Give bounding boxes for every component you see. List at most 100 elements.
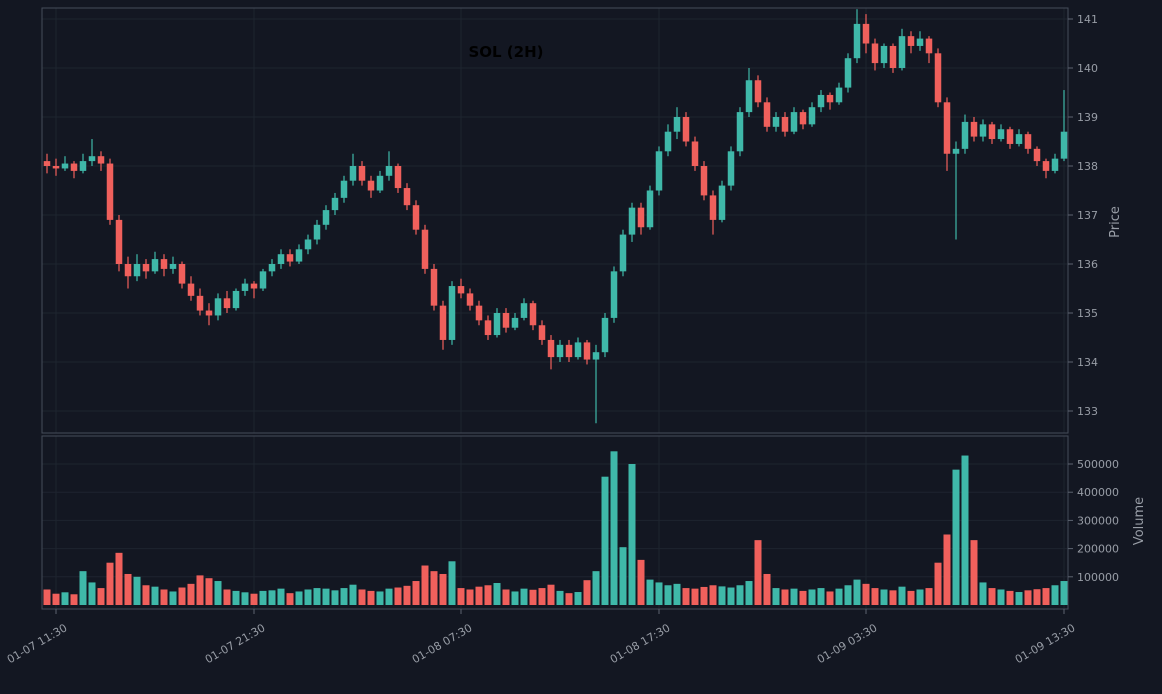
volume-bar	[601, 476, 609, 605]
candle-body	[619, 234, 627, 272]
volume-bar	[88, 582, 96, 605]
volume-bar	[430, 571, 438, 605]
candle-body	[250, 283, 258, 289]
volume-bar	[790, 588, 798, 605]
price-tick-label: 140	[1077, 62, 1098, 75]
candle-body	[115, 219, 123, 264]
volume-bar	[583, 580, 591, 605]
volume-bar	[142, 585, 150, 605]
candle-body	[1024, 134, 1032, 149]
volume-bar	[781, 589, 789, 605]
candle-body	[241, 283, 249, 291]
volume-bar	[295, 591, 303, 605]
volume-bar	[403, 585, 411, 605]
candle-body	[295, 249, 303, 262]
volume-bar	[1051, 585, 1059, 605]
candle-body	[223, 298, 231, 309]
volume-bar	[232, 590, 240, 605]
candle-body	[916, 38, 924, 46]
volume-bar	[1006, 590, 1014, 605]
volume-bar	[223, 589, 231, 605]
candle-body	[808, 107, 816, 125]
candle-body	[736, 112, 744, 152]
volume-bar	[880, 589, 888, 605]
candle-body	[412, 205, 420, 230]
candle-body	[421, 229, 429, 269]
volume-bar	[952, 469, 960, 605]
volume-bar	[1033, 589, 1041, 605]
candle-body	[349, 166, 357, 181]
volume-bar	[241, 592, 249, 605]
candle-body	[79, 161, 87, 171]
volume-bar	[214, 581, 222, 605]
candle-body	[457, 286, 465, 294]
volume-bar	[394, 587, 402, 605]
volume-bar	[943, 534, 951, 605]
candle-body	[889, 45, 897, 68]
price-tick-label: 135	[1077, 307, 1098, 320]
candle-body	[700, 166, 708, 196]
candle-body	[97, 156, 105, 164]
volume-bar	[808, 589, 816, 605]
candle-body	[565, 344, 573, 358]
candle-body	[151, 259, 159, 272]
candle-body	[313, 224, 321, 240]
volume-bar	[556, 590, 564, 605]
candle-body	[574, 342, 582, 358]
volume-bar	[79, 571, 87, 605]
x-tick-label: 01-09 03:30	[815, 621, 880, 666]
volume-axis-label: Volume	[1132, 497, 1147, 545]
volume-bar	[619, 547, 627, 605]
candle-body	[259, 271, 267, 289]
candle-body	[439, 305, 447, 340]
volume-bar	[988, 588, 996, 605]
candle-body	[655, 151, 663, 191]
candle-body	[133, 264, 141, 277]
volume-bar	[106, 562, 114, 605]
candle-body	[448, 286, 456, 340]
volume-bar	[466, 589, 474, 605]
volume-bar	[1060, 581, 1068, 605]
volume-bar	[592, 571, 600, 605]
volume-bar	[367, 590, 375, 605]
candle-body	[106, 163, 114, 220]
candle-body	[196, 295, 204, 311]
volume-bar	[493, 583, 501, 605]
x-tick-label: 01-07 11:30	[5, 621, 70, 666]
candle-body	[367, 180, 375, 191]
volume-bar	[709, 585, 717, 605]
candle-body	[1060, 131, 1068, 159]
candle-body	[403, 188, 411, 206]
volume-bar	[286, 593, 294, 605]
volume-bar	[727, 587, 735, 605]
candle-body	[340, 180, 348, 198]
candle-body	[1015, 134, 1023, 144]
volume-bar	[259, 590, 267, 605]
candle-body	[529, 303, 537, 326]
candle-body	[556, 344, 564, 358]
candle-body	[871, 43, 879, 64]
volume-tick-label: 400000	[1077, 486, 1119, 499]
volume-bar	[196, 575, 204, 605]
price-tick-label: 141	[1077, 13, 1098, 26]
volume-bar	[1015, 592, 1023, 605]
volume-bar	[133, 576, 141, 605]
volume-bar	[700, 586, 708, 605]
candle-body	[232, 290, 240, 309]
chart-title: SOL (2H)	[468, 43, 543, 61]
candle-body	[520, 303, 528, 318]
volume-bar	[817, 588, 825, 605]
volume-bar	[268, 590, 276, 605]
candle-body	[718, 185, 726, 220]
candle-body	[925, 38, 933, 54]
volume-bar	[52, 593, 60, 605]
candle-body	[781, 117, 789, 132]
volume-bar	[934, 562, 942, 605]
volume-bar	[889, 590, 897, 605]
candle-body	[763, 102, 771, 127]
candle-body	[682, 117, 690, 142]
candle-body	[322, 210, 330, 225]
candle-body	[124, 264, 132, 277]
volume-bar	[484, 585, 492, 605]
